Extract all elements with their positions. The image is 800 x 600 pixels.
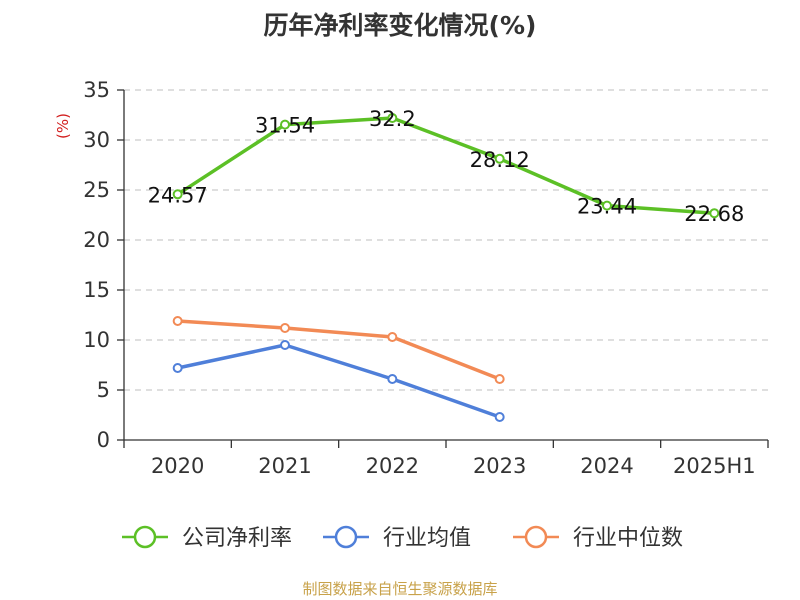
legend-marker xyxy=(524,525,548,549)
x-tick-label: 2025H1 xyxy=(673,454,756,478)
y-axis-unit: (%) xyxy=(54,113,72,139)
y-tick-label: 5 xyxy=(97,378,110,402)
y-tick-label: 15 xyxy=(83,278,110,302)
data-label: 24.57 xyxy=(148,183,208,207)
y-tick-label: 30 xyxy=(83,128,110,152)
series-line-行业中位数 xyxy=(175,319,502,381)
x-tick-label: 2023 xyxy=(473,454,526,478)
chart-title: 历年净利率变化情况(%) xyxy=(263,11,537,40)
legend-label: 行业均值 xyxy=(383,526,471,551)
source-note: 制图数据来自恒生聚源数据库 xyxy=(302,580,498,598)
data-label: 31.54 xyxy=(255,114,315,138)
data-point xyxy=(387,374,398,384)
legend-label: 公司净利率 xyxy=(182,526,292,551)
series-line-公司净利率 xyxy=(175,116,717,215)
data-point xyxy=(387,113,398,123)
data-point xyxy=(494,374,505,384)
series-line-行业均值 xyxy=(175,343,502,419)
x-tick-label: 2024 xyxy=(580,454,633,478)
data-point xyxy=(494,412,505,422)
data-label: 32.2 xyxy=(369,107,416,131)
data-point xyxy=(280,323,290,333)
y-tick-label: 0 xyxy=(97,428,110,452)
data-label: 28.12 xyxy=(470,148,530,172)
data-point xyxy=(172,363,183,373)
x-tick-label: 2021 xyxy=(258,454,311,478)
legend-marker xyxy=(133,525,157,549)
data-label: 23.44 xyxy=(577,195,637,219)
legend-label: 行业中位数 xyxy=(573,526,683,551)
data-point xyxy=(280,340,290,350)
y-tick-label: 35 xyxy=(83,78,110,102)
x-tick-label: 2022 xyxy=(366,454,419,478)
data-point xyxy=(172,316,183,326)
y-tick-label: 10 xyxy=(83,328,110,352)
y-tick-label: 25 xyxy=(83,178,110,202)
data-point xyxy=(280,119,290,130)
y-tick-label: 20 xyxy=(83,228,110,252)
data-point xyxy=(387,332,398,342)
data-point xyxy=(709,208,720,219)
legend-marker xyxy=(334,525,358,549)
x-tick-label: 2020 xyxy=(151,454,204,478)
data-point xyxy=(172,189,183,200)
data-point xyxy=(494,153,505,164)
data-label: 22.68 xyxy=(684,202,744,226)
data-point xyxy=(602,200,612,211)
